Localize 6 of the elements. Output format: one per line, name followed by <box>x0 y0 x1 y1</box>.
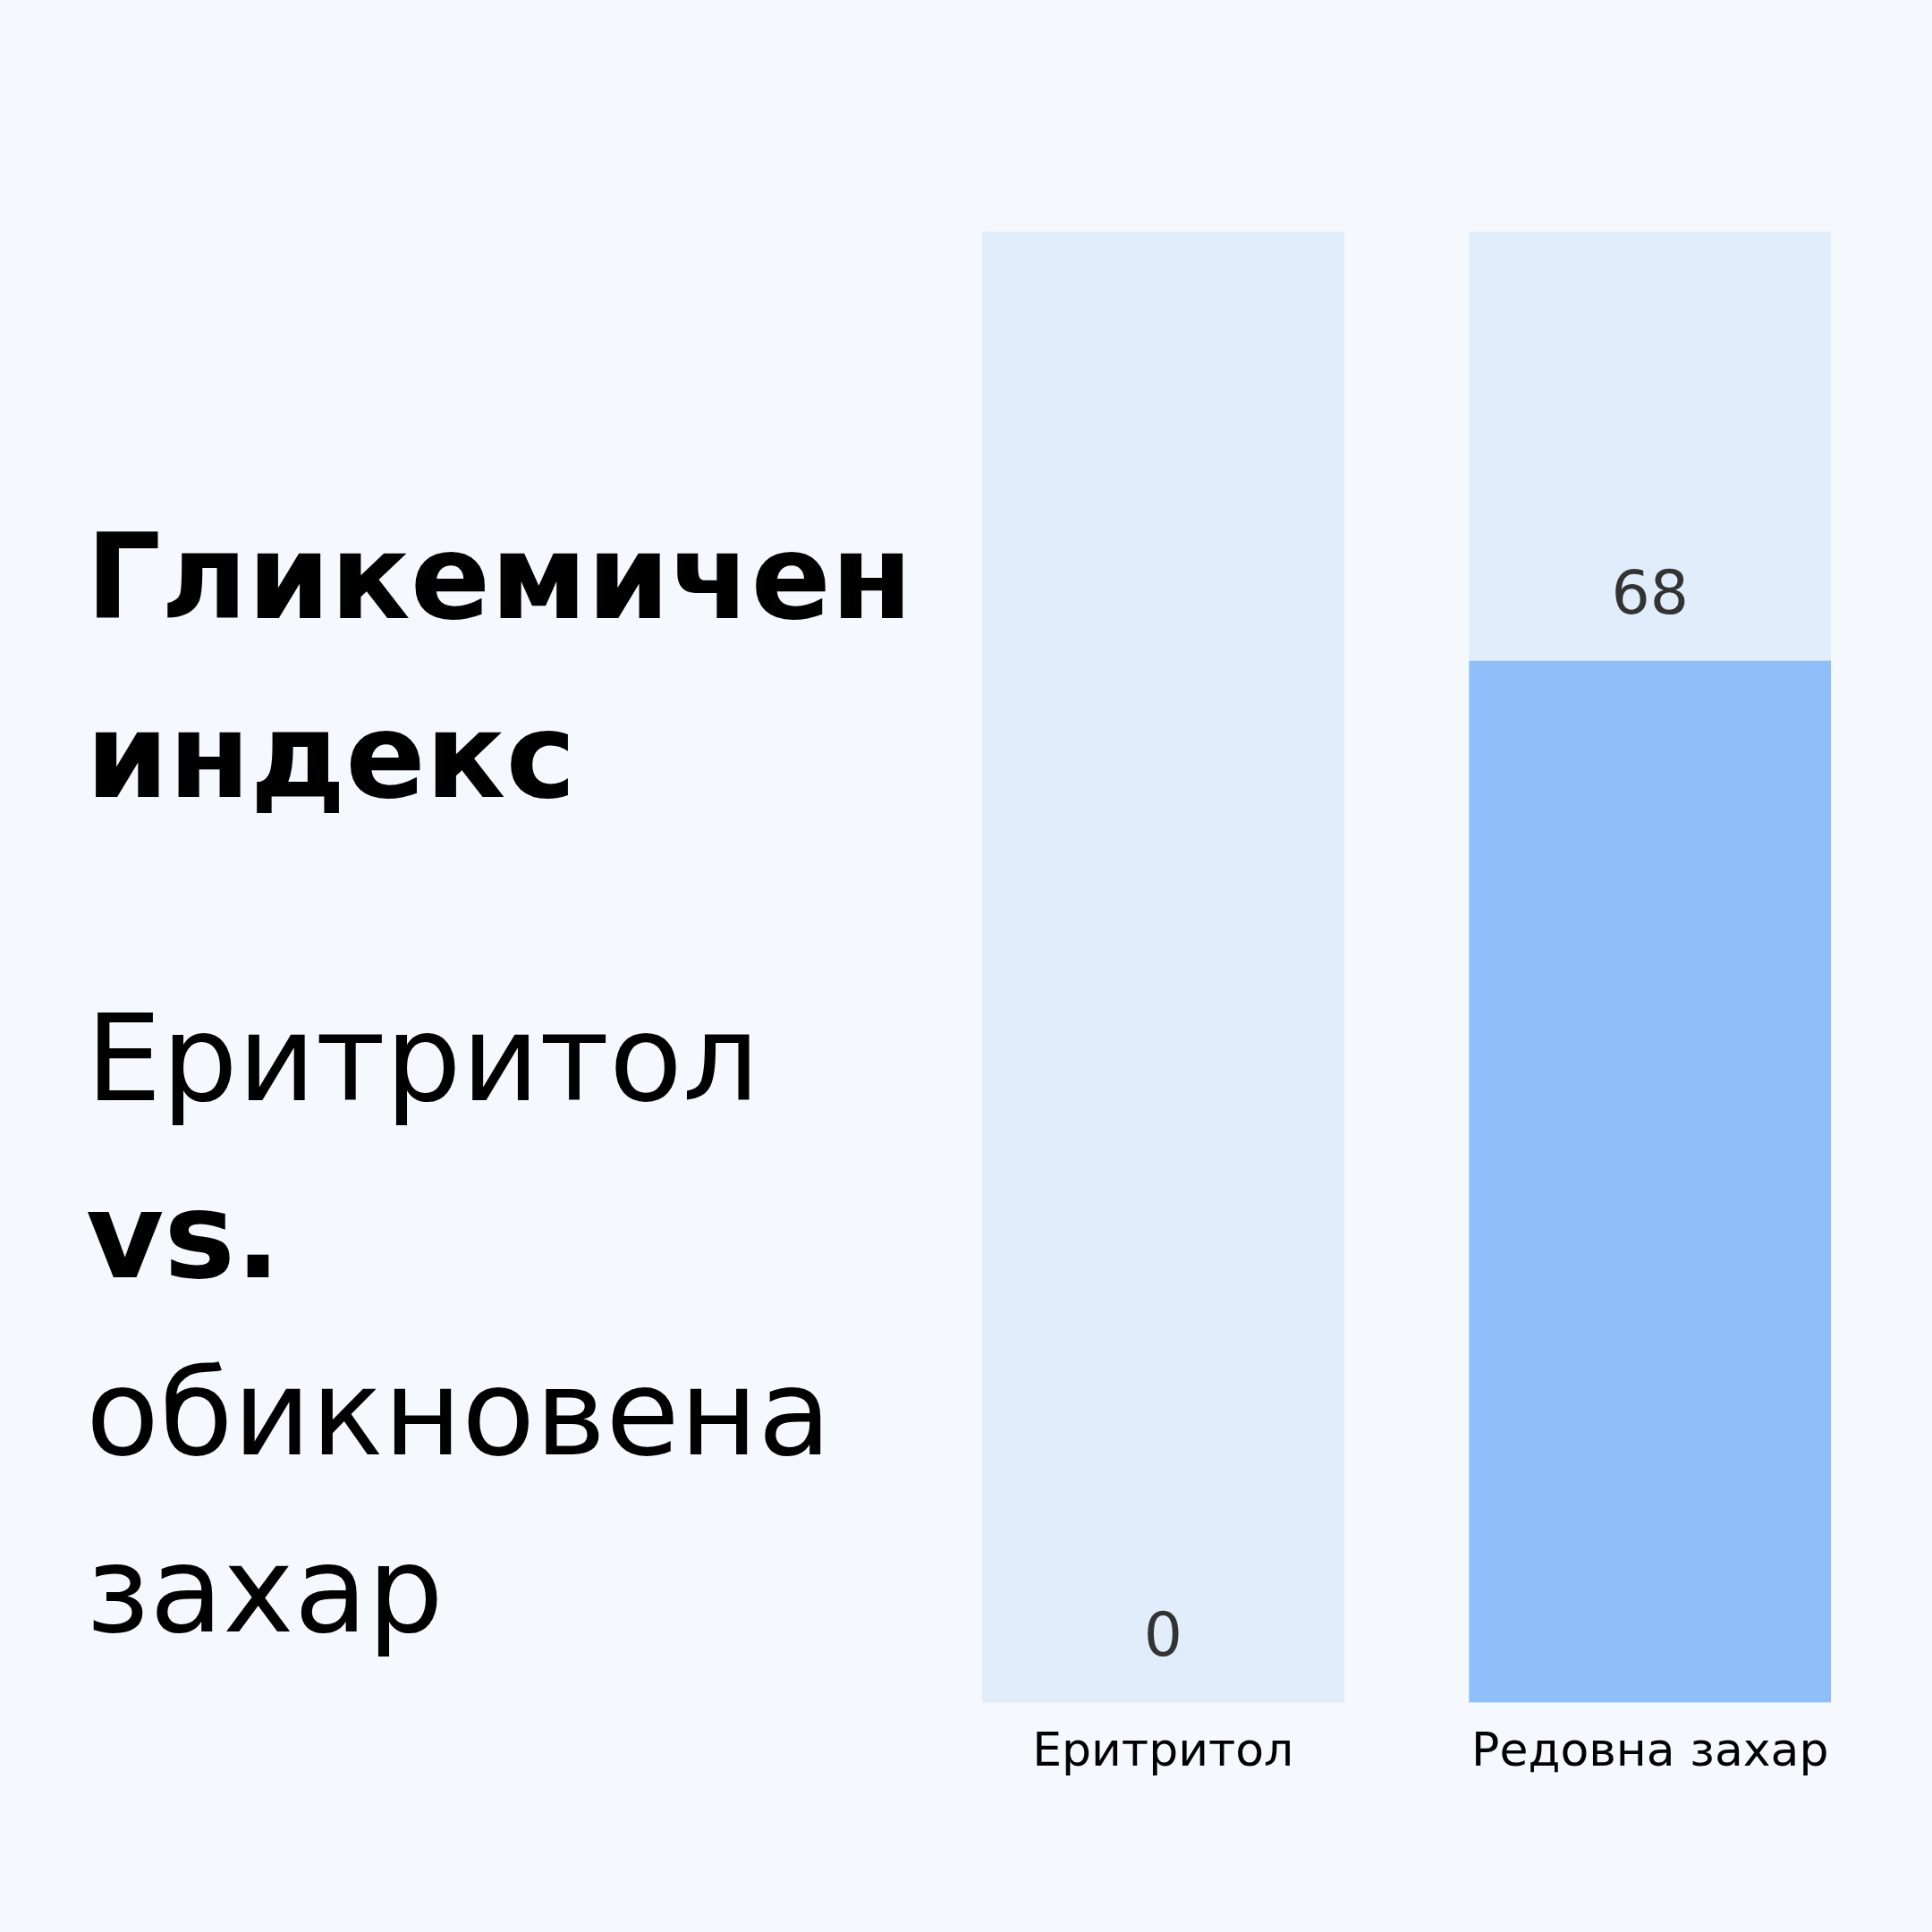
data-label: 0 <box>1143 1599 1182 1671</box>
x-tick-label: Еритритол <box>1032 1723 1294 1777</box>
text: Гликемичен индекс <box>86 507 914 826</box>
text: Еритритол vs. обикновена захар <box>86 988 833 1662</box>
x-tick-label: Редовна захар <box>1471 1723 1829 1777</box>
data-label: 68 <box>1611 557 1690 629</box>
